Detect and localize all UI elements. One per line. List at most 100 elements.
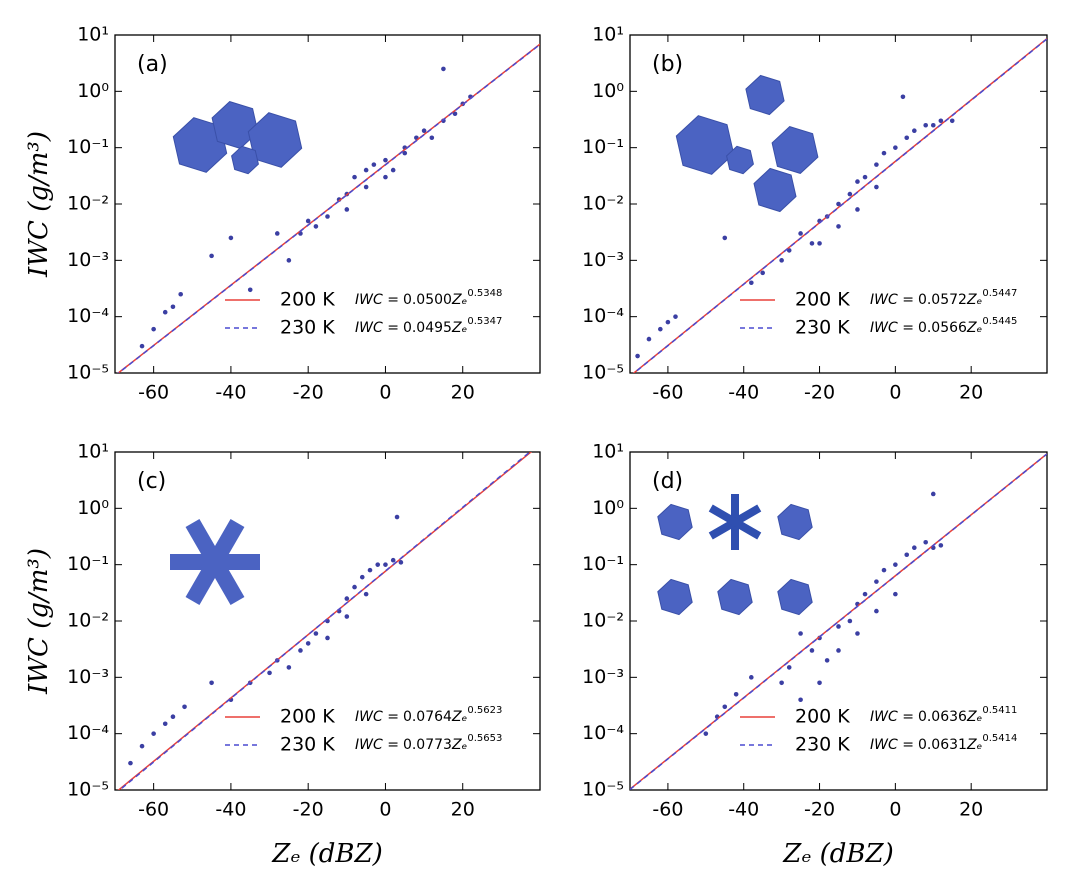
point xyxy=(363,167,369,173)
y-tick-label: 10⁻¹ xyxy=(582,553,624,575)
formula-coef: 0.0566 xyxy=(918,320,967,336)
point xyxy=(930,491,936,497)
formula-exponent: 0.5411 xyxy=(982,705,1017,716)
y-tick-label: 10⁻¹ xyxy=(67,136,109,158)
legend-formula: IWC = 0.0764Zₑ0.5623 xyxy=(355,705,502,725)
point xyxy=(798,631,803,636)
point xyxy=(824,658,830,663)
crystal-icon xyxy=(708,504,762,540)
y-tick-label: 10⁻⁵ xyxy=(67,779,109,801)
point xyxy=(371,162,377,167)
y-tick-label: 10⁻³ xyxy=(67,666,109,688)
x-tick-label: -20 xyxy=(293,382,324,404)
point xyxy=(836,201,841,207)
crystal-icon xyxy=(753,167,797,213)
y-tick-label: 10⁻⁵ xyxy=(67,362,109,384)
crystal-icon xyxy=(675,115,735,175)
point xyxy=(749,280,754,286)
y-tick-label: 10⁻⁵ xyxy=(582,779,624,801)
fit-line xyxy=(630,453,1047,790)
point xyxy=(359,574,365,580)
plot-frame xyxy=(114,34,541,374)
point xyxy=(733,691,739,697)
points xyxy=(128,514,404,766)
crystal-icon xyxy=(657,578,693,616)
x-tick-label: -40 xyxy=(728,799,759,821)
point xyxy=(912,545,917,551)
legend-label: 200 K xyxy=(280,706,335,728)
point xyxy=(938,543,944,548)
point xyxy=(286,665,292,670)
formula-lhs: IWC = xyxy=(870,737,914,753)
point xyxy=(247,287,253,293)
crystal-icon xyxy=(657,503,693,541)
formula-coef: 0.0773 xyxy=(403,737,452,753)
point xyxy=(855,207,860,212)
point xyxy=(375,562,381,567)
x-tick-label: 20 xyxy=(959,799,983,821)
point xyxy=(305,641,311,646)
crystal-icon xyxy=(771,126,819,174)
crystal-images xyxy=(675,74,819,213)
point xyxy=(209,253,214,259)
y-tick-label: 10⁻³ xyxy=(582,249,624,271)
y-tick-label: 10⁰ xyxy=(592,80,624,102)
point xyxy=(298,648,303,653)
formula-var: Zₑ xyxy=(451,709,468,725)
formula-var: Zₑ xyxy=(451,320,468,336)
points xyxy=(139,66,473,349)
x-tick-label: 20 xyxy=(451,382,475,404)
x-tick-label: 0 xyxy=(889,382,901,404)
point xyxy=(139,743,145,749)
point xyxy=(139,343,145,349)
formula-exponent: 0.5445 xyxy=(982,316,1017,327)
crystal-icon xyxy=(726,145,754,175)
legend-formula: IWC = 0.0495Zₑ0.5347 xyxy=(355,316,502,336)
legend-formula: IWC = 0.0636Zₑ0.5411 xyxy=(870,705,1017,725)
point xyxy=(847,191,853,197)
fit-line xyxy=(118,452,531,790)
panel-label: (d) xyxy=(652,469,683,494)
fit-line xyxy=(117,43,540,373)
formula-lhs: IWC = xyxy=(870,292,914,308)
crystal-icon xyxy=(745,74,785,116)
formula-exponent: 0.5347 xyxy=(467,316,502,327)
point xyxy=(893,145,898,150)
x-tick-label: -40 xyxy=(215,799,246,821)
legend-label: 200 K xyxy=(280,289,335,311)
point xyxy=(182,704,187,710)
panel-label: (c) xyxy=(137,469,166,494)
formula-var: Zₑ xyxy=(451,737,468,753)
point xyxy=(749,675,754,680)
point xyxy=(286,258,292,263)
formula-exponent: 0.5447 xyxy=(982,288,1017,299)
point xyxy=(344,614,350,619)
point xyxy=(352,584,357,590)
crystal-icon xyxy=(231,145,259,175)
point xyxy=(874,162,879,167)
formula-lhs: IWC = xyxy=(355,292,399,308)
y-tick-label: 10⁰ xyxy=(77,497,109,519)
y-axis-label: IWC (g/m³) xyxy=(24,548,54,695)
y-tick-label: 10⁻¹ xyxy=(67,553,109,575)
point xyxy=(344,207,350,212)
point xyxy=(912,128,917,134)
point xyxy=(313,631,319,636)
y-tick-label: 10¹ xyxy=(77,24,109,46)
point xyxy=(383,157,388,163)
point xyxy=(325,214,330,219)
point xyxy=(383,562,388,567)
point xyxy=(151,326,156,332)
point xyxy=(817,680,822,686)
y-tick-label: 10⁻³ xyxy=(67,249,109,271)
formula-exponent: 0.5653 xyxy=(467,733,502,744)
x-tick-label: -60 xyxy=(652,382,683,404)
point xyxy=(809,648,815,653)
point xyxy=(722,235,728,241)
legend-label: 230 K xyxy=(795,317,850,339)
point xyxy=(128,760,133,766)
y-tick-label: 10⁻⁵ xyxy=(582,362,624,384)
x-tick-label: -60 xyxy=(652,799,683,821)
point xyxy=(949,118,955,124)
point xyxy=(836,624,841,629)
